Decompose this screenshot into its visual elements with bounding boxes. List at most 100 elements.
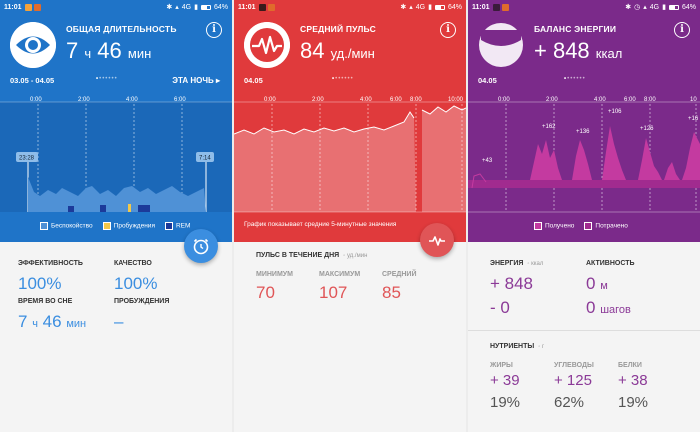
signal-icon: ▴ [175, 4, 179, 11]
battery-level: 64% [447, 3, 462, 11]
fat-label: ЖИРЫ [490, 362, 513, 369]
bluetooth-icon: ✱ [400, 4, 407, 11]
tick-label: 2:00 [78, 97, 90, 103]
pulse-hero: 11:01 ✱ ▴ 4G ▮ 64% СРЕДНИЙ ПУЛЬС 84 уд./… [234, 0, 466, 242]
legend-item: Потрачено [584, 222, 628, 230]
hero-value: 84 уд./мин [300, 38, 375, 64]
tick-label: 2:00 [546, 97, 558, 103]
legend-item: Беспокойство [40, 222, 93, 230]
peak-label: +126 [640, 126, 654, 132]
energy-chart: 0:00 2:00 4:00 6:00 8:00 10 +43 +162 +13… [468, 97, 700, 213]
signal-icon: ▴ [643, 4, 647, 11]
notification-icon [24, 3, 32, 11]
battery-icon [434, 4, 445, 10]
notification-icon [267, 3, 275, 11]
alarm-status-icon: ◷ [634, 4, 641, 11]
carbs-value: + 125 [554, 372, 592, 389]
battery-level: 64% [213, 3, 228, 11]
measure-pulse-button[interactable] [420, 223, 454, 257]
network-label: 4G [649, 3, 660, 11]
date-range: 03.05 - 04.05 [10, 76, 55, 85]
bluetooth-icon: ✱ [625, 4, 632, 11]
sleep-eye-icon [10, 22, 56, 68]
steps-value: 0 шагов [586, 298, 631, 317]
alarm-icon [193, 238, 209, 255]
info-button[interactable]: i [440, 22, 456, 38]
tick-label: 0:00 [264, 97, 276, 103]
distance-value: 0 м [586, 274, 608, 293]
status-bar: 11:01 ✱ ◷ ▴ 4G ▮ 64% [468, 0, 700, 14]
end-badge-label: 7:14 [199, 156, 211, 162]
wakeups-value: – [114, 312, 124, 331]
start-badge-label: 23:28 [19, 156, 35, 162]
divider [468, 330, 700, 331]
peak-label: +136 [576, 129, 590, 135]
protein-value: + 38 [618, 372, 648, 389]
protein-percent: 19% [618, 394, 649, 411]
energy-legend: Получено Потрачено [534, 222, 628, 230]
max-label: МАКСИМУМ [319, 271, 361, 278]
page-indicator: ••••••• [332, 76, 354, 82]
bluetooth-icon: ✱ [166, 4, 173, 11]
signal-bars-icon: ▮ [428, 4, 432, 11]
hero-title: БАЛАНС ЭНЕРГИИ [534, 24, 617, 34]
legend-item: REM [164, 222, 190, 230]
hero-title: ОБЩАЯ ДЛИТЕЛЬНОСТЬ [66, 24, 177, 34]
date: 04.05 [478, 76, 497, 85]
info-button[interactable]: i [674, 22, 690, 38]
status-time: 11:01 [4, 3, 22, 11]
hero-value: 7 ч 46 мин [66, 38, 151, 64]
day-pulse-label: ПУЛЬС В ТЕЧЕНИЕ ДНЯ ◦ уд./мин [256, 252, 368, 259]
avg-value: 85 [382, 283, 401, 302]
this-night-link[interactable]: ЭТА НОЧЬ ▸ [172, 76, 220, 85]
battery-icon [668, 4, 679, 10]
status-time: 11:01 [472, 3, 490, 11]
tick-label: 6:00 [390, 97, 402, 103]
sleep-chart: 0:00 2:00 4:00 6:00 23:28 7:14 [0, 97, 232, 212]
network-label: 4G [415, 3, 426, 11]
peak-label: +106 [608, 109, 622, 115]
tick-label: 4:00 [126, 97, 138, 103]
page-indicator: ••••••• [96, 76, 118, 82]
sleep-legend: Беспокойство Пробуждения REM [40, 222, 190, 230]
alarm-button[interactable] [184, 229, 218, 263]
battery-level: 64% [681, 3, 696, 11]
start-badge [16, 152, 38, 162]
gained-value: + 848 [490, 274, 534, 293]
hero-title: СРЕДНИЙ ПУЛЬС [300, 24, 376, 34]
info-button[interactable]: i [206, 22, 222, 38]
activity-label: АКТИВНОСТЬ [586, 260, 635, 267]
fat-percent: 19% [490, 394, 521, 411]
tick-label: 10 [690, 97, 697, 103]
chart-note: График показывает средние 5-минутные зна… [244, 221, 397, 228]
peak-label: +43 [482, 158, 493, 164]
pulse-icon [244, 22, 290, 68]
tick-label: 4:00 [594, 97, 606, 103]
tick-label: 6:00 [624, 97, 636, 103]
energy-label: ЭНЕРГИЯ ◦ ккал [490, 260, 544, 267]
status-bar: 11:01 ✱ ▴ 4G ▮ 64% [0, 0, 232, 14]
heartbeat-icon [429, 236, 445, 246]
tick-label: 8:00 [644, 97, 656, 103]
signal-icon: ▴ [409, 4, 413, 11]
efficiency-value: 100% [18, 274, 62, 293]
tick-label: 2:00 [312, 97, 324, 103]
notification-icon [33, 3, 41, 11]
tick-label: 0:00 [498, 97, 510, 103]
tick-label: 6:00 [174, 97, 186, 103]
carbs-label: УГЛЕВОДЫ [554, 362, 594, 369]
efficiency-label: ЭФФЕКТИВНОСТЬ [18, 260, 83, 267]
energy-screen: 11:01 ✱ ◷ ▴ 4G ▮ 64% БАЛАНС ЭНЕРГИИ + 84… [468, 0, 700, 432]
energy-value: + 848 [534, 38, 590, 63]
peak-label: +162 [542, 124, 556, 130]
tick-label: 10:00 [448, 97, 464, 103]
minutes-value: 46 [97, 38, 122, 63]
protein-label: БЕЛКИ [618, 362, 642, 369]
minutes-unit: мин [127, 46, 152, 61]
sleep-hero: 11:01 ✱ ▴ 4G ▮ 64% ОБЩАЯ ДЛИТЕЛЬНОСТЬ 7 [0, 0, 232, 242]
date: 04.05 [244, 76, 263, 85]
this-night-label: ЭТА НОЧЬ [172, 76, 214, 85]
end-badge [196, 152, 214, 162]
notification-icon [492, 3, 500, 11]
quality-value: 100% [114, 274, 158, 293]
